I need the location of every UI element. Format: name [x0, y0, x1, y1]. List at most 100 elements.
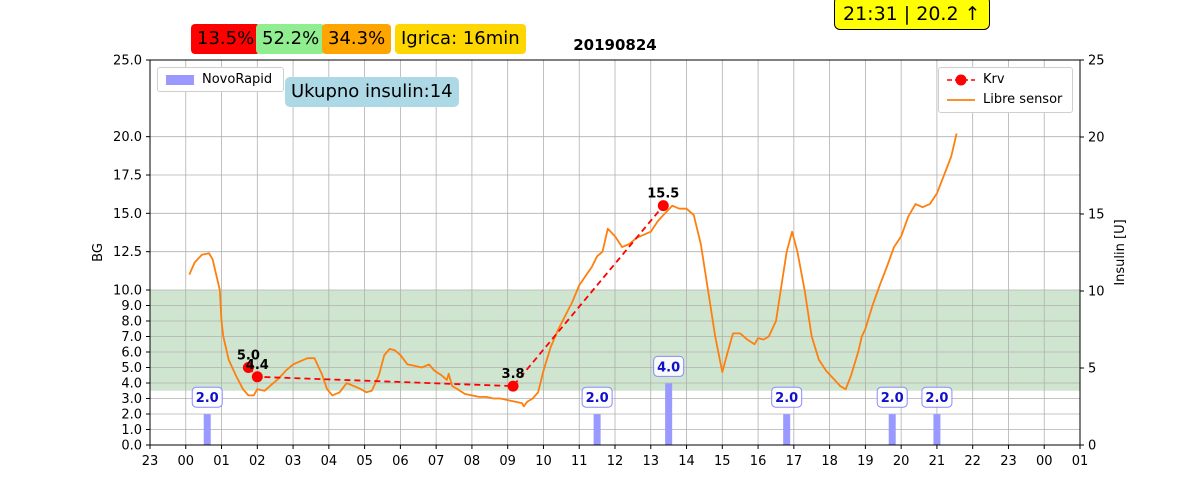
insulin-dose-label-text: 2.0	[586, 391, 609, 406]
y2-axis-label: Insulin [U]	[1113, 219, 1128, 285]
x-tick-label: 14	[678, 454, 695, 469]
legend-label-novorapid: NovoRapid	[202, 72, 273, 87]
x-tick-label: 15	[714, 454, 731, 469]
krv-point-label: 5.0	[237, 349, 260, 364]
y2-tick-label: 5	[1088, 362, 1096, 377]
y-tick-label: 7.0	[121, 330, 142, 345]
insulin-bar	[593, 414, 601, 445]
x-tick-label: 23	[142, 454, 159, 469]
x-tick-label: 21	[929, 454, 946, 469]
y-tick-label: 0.0	[121, 439, 142, 454]
x-tick-label: 06	[392, 454, 409, 469]
x-tick-label: 23	[1000, 454, 1017, 469]
y-tick-label: 20.0	[113, 130, 142, 145]
y-tick-label: 2.0	[121, 408, 142, 423]
insulin-dose-label: 2.0	[771, 386, 803, 408]
x-tick-label: 00	[1036, 454, 1053, 469]
low-percent-badge: 13.5%	[191, 24, 261, 54]
krv-point	[507, 380, 519, 392]
x-tick-label: 00	[177, 454, 194, 469]
y2-tick-label: 25	[1088, 54, 1105, 69]
legend-item-novorapid: NovoRapid	[158, 70, 283, 90]
y-axis-label: BG	[91, 243, 106, 262]
libre-sensor-line	[188, 133, 958, 408]
legend-label-libre: Libre sensor	[983, 92, 1063, 107]
insulin-dose-label-box	[581, 386, 613, 408]
chart-title: 20190824	[573, 36, 657, 54]
x-tick-label: 10	[535, 454, 552, 469]
insulin-dose-label-text: 4.0	[657, 360, 680, 375]
x-tick-label: 18	[821, 454, 838, 469]
in-range-percent-badge: 52.2%	[256, 24, 326, 54]
x-tick-label: 09	[499, 454, 516, 469]
krv-point	[251, 371, 263, 383]
insulin-bar	[783, 414, 791, 445]
y2-tick-label: 20	[1088, 131, 1105, 146]
y-tick-label: 17.5	[113, 169, 142, 184]
krv-point	[657, 200, 669, 212]
insulin-dose-label: 2.0	[921, 386, 953, 408]
y-tick-label: 6.0	[121, 346, 142, 361]
x-tick-label: 22	[964, 454, 981, 469]
y-tick-label: 5.0	[121, 361, 142, 376]
high-percent-badge: 34.3%	[322, 24, 392, 54]
y-tick-label: 25.0	[113, 54, 142, 69]
krv-point-label: 3.8	[502, 367, 525, 382]
insulin-dose-label-box	[191, 386, 223, 408]
krv-swatch	[947, 74, 975, 86]
x-tick-label: 05	[356, 454, 373, 469]
x-tick-label: 02	[249, 454, 266, 469]
y-tick-label: 3.0	[121, 392, 142, 407]
x-tick-label: 17	[786, 454, 803, 469]
insulin-dose-label-text: 2.0	[196, 391, 219, 406]
legend-glucose: Krv Libre sensor	[938, 67, 1073, 113]
libre-swatch	[947, 99, 975, 101]
insulin-dose-label-box	[921, 386, 953, 408]
insulin-dose-label-box	[653, 355, 685, 377]
x-tick-label: 13	[642, 454, 659, 469]
insulin-bar	[888, 414, 896, 445]
insulin-bar	[933, 414, 941, 445]
krv-point	[242, 362, 254, 373]
insulin-dose-label-box	[771, 386, 803, 408]
x-tick-label: 01	[213, 454, 230, 469]
insulin-bar	[203, 414, 211, 445]
krv-dashed-line	[247, 205, 664, 388]
y2-tick-label: 15	[1088, 208, 1105, 223]
x-tick-label: 19	[857, 454, 874, 469]
y-tick-label: 8.0	[121, 315, 142, 330]
y-tick-label: 15.0	[113, 207, 142, 222]
x-tick-label: 20	[893, 454, 910, 469]
legend-label-krv: Krv	[983, 72, 1005, 87]
insulin-dose-label: 2.0	[876, 386, 908, 408]
y2-tick-label: 0	[1088, 439, 1096, 454]
y-tick-label: 10.0	[113, 284, 142, 299]
legend-item-libre: Libre sensor	[939, 90, 1072, 110]
x-tick-label: 11	[571, 454, 588, 469]
krv-point-label: 15.5	[647, 187, 679, 202]
x-tick-label: 04	[321, 454, 338, 469]
insulin-dose-label: 2.0	[581, 386, 613, 408]
x-tick-label: 07	[428, 454, 445, 469]
insulin-dose-label-box	[876, 386, 908, 408]
total-insulin-label: Ukupno insulin:14	[285, 77, 459, 107]
y-tick-label: 4.0	[121, 377, 142, 392]
x-tick-label: 16	[750, 454, 767, 469]
current-time-reading: 21:31 | 20.2 ↑	[834, 0, 990, 30]
x-tick-label: 08	[464, 454, 481, 469]
insulin-dose-label-text: 2.0	[925, 391, 948, 406]
insulin-dose-label-text: 2.0	[775, 391, 798, 406]
insulin-dose-label: 4.0	[653, 355, 685, 377]
novorapid-swatch	[166, 75, 194, 85]
krv-point-label: 4.4	[246, 358, 269, 373]
y-tick-label: 12.5	[113, 245, 142, 260]
legend-item-krv: Krv	[939, 70, 1072, 90]
x-tick-label: 01	[1072, 454, 1089, 469]
y2-tick-label: 10	[1088, 285, 1105, 300]
insulin-dose-label-text: 2.0	[881, 391, 904, 406]
insulin-bar	[665, 383, 673, 445]
x-tick-label: 12	[607, 454, 624, 469]
y-tick-label: 9.0	[121, 299, 142, 314]
x-tick-label: 03	[285, 454, 302, 469]
